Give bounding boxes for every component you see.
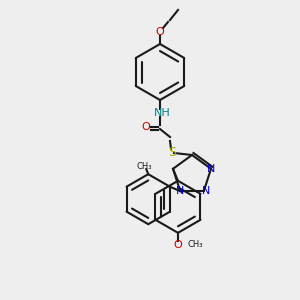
Text: NH: NH <box>154 108 170 118</box>
Text: N: N <box>207 164 215 174</box>
Text: S: S <box>168 146 176 160</box>
Text: N: N <box>202 186 210 196</box>
Text: CH₃: CH₃ <box>188 240 203 249</box>
Text: O: O <box>174 240 182 250</box>
Text: N: N <box>176 186 184 196</box>
Text: O: O <box>156 27 164 37</box>
Text: O: O <box>142 122 150 132</box>
Text: CH₃: CH₃ <box>136 162 152 171</box>
